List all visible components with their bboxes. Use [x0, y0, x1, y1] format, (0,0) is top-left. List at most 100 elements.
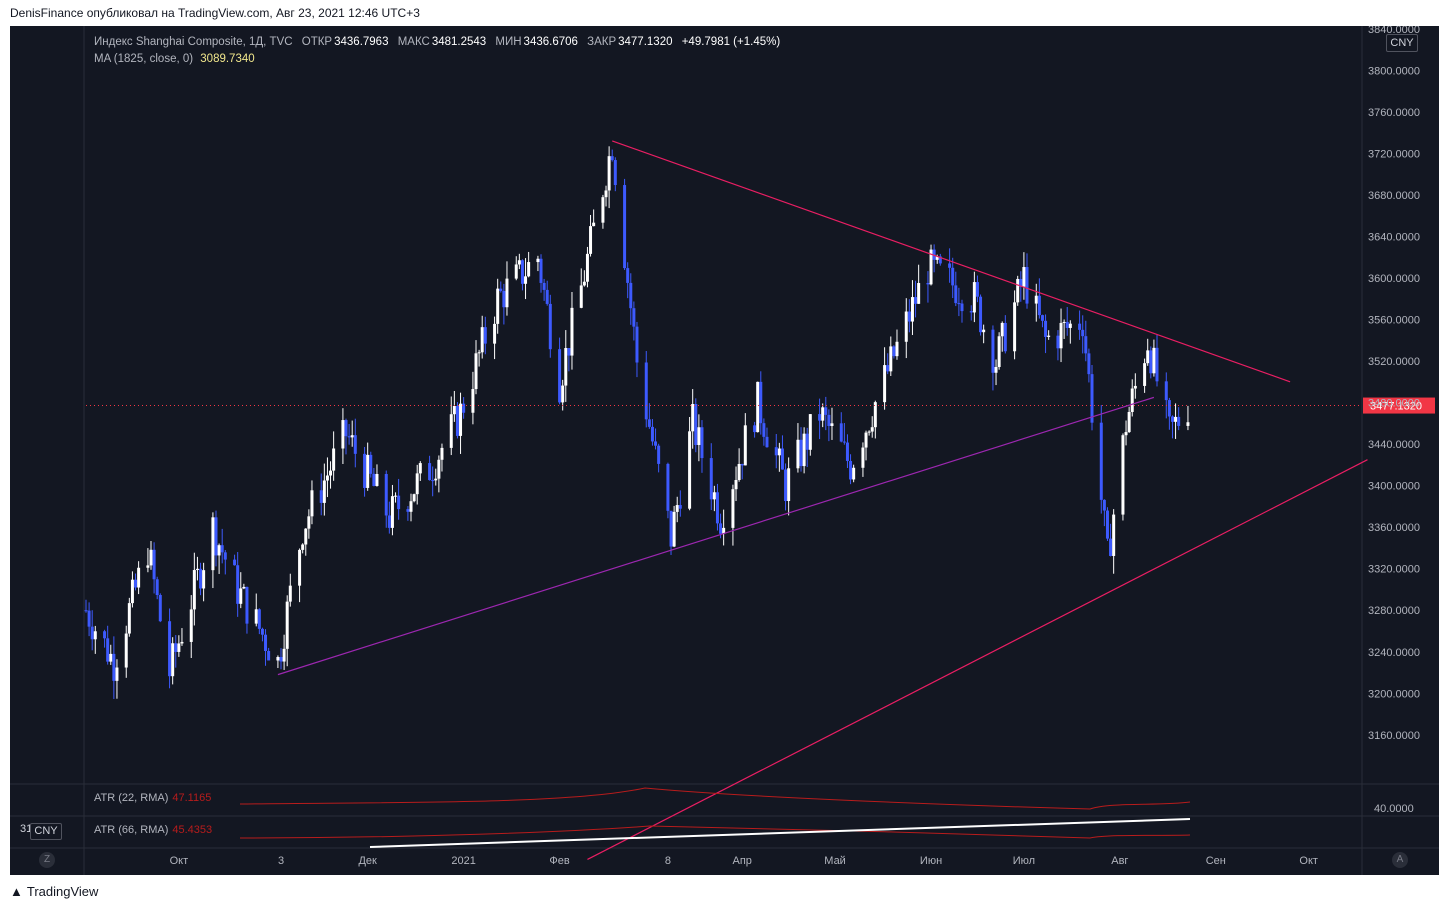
- candle-body: [694, 403, 698, 445]
- candle-body: [672, 511, 676, 547]
- resistance-trendline[interactable]: [612, 140, 1291, 383]
- candle-body: [390, 496, 394, 528]
- candle-body: [195, 568, 199, 571]
- candle-body: [174, 643, 178, 652]
- atr66-legend[interactable]: ATR (66, RMA) 45.4353: [94, 824, 212, 836]
- candle-body: [960, 303, 964, 312]
- candle-body: [542, 282, 546, 290]
- price-tick-label: 3760.0000: [1368, 107, 1420, 119]
- candle-body: [459, 403, 463, 436]
- candle-body: [310, 490, 314, 517]
- candle-body: [1034, 295, 1038, 304]
- candle-body: [954, 285, 958, 304]
- candle-body: [787, 468, 791, 502]
- candle-body: [279, 657, 283, 662]
- currency-button-left[interactable]: CNY: [30, 823, 62, 840]
- candle-body: [666, 463, 670, 511]
- candle-body: [558, 349, 562, 403]
- atr22-legend[interactable]: ATR (22, RMA) 47.1165: [94, 792, 211, 804]
- candle-body: [1130, 388, 1134, 412]
- candle-body: [325, 475, 329, 481]
- candle-body: [743, 425, 747, 466]
- candle-body: [802, 433, 806, 467]
- candle-body: [397, 495, 401, 510]
- candle-body: [827, 414, 831, 426]
- candle-body: [452, 405, 456, 415]
- lower-channel-trendline[interactable]: [587, 459, 1368, 860]
- candle-body: [839, 423, 843, 442]
- candle-body: [570, 307, 574, 356]
- ma-label[interactable]: MA (1825, close, 0): [94, 53, 194, 65]
- candle-body: [171, 643, 175, 677]
- candle-body: [1068, 323, 1072, 328]
- candle-body: [1081, 329, 1085, 337]
- auto-scale-button[interactable]: A: [1392, 852, 1408, 868]
- candle-body: [657, 445, 661, 464]
- candle-body: [675, 505, 679, 512]
- candle-body: [585, 253, 589, 282]
- candle-body: [322, 480, 326, 503]
- candle-body: [177, 643, 181, 652]
- candle-body: [189, 609, 193, 642]
- atr66-value: 45.4353: [172, 824, 213, 836]
- candle-body: [1127, 411, 1131, 433]
- candle-body: [301, 544, 305, 550]
- candle-body: [709, 458, 713, 500]
- ma-value: 3089.7340: [200, 53, 255, 65]
- candle-body: [375, 473, 379, 486]
- candle-body: [84, 610, 88, 612]
- support-trendline[interactable]: [277, 396, 1155, 676]
- candle-body: [678, 505, 682, 509]
- candle-body: [644, 362, 648, 420]
- candle-body: [712, 492, 716, 500]
- time-tick-label: Окт: [170, 855, 189, 867]
- zoom-button[interactable]: Z: [39, 852, 55, 868]
- candle-body: [217, 545, 221, 556]
- price-axis[interactable]: 3840.0000 3800.0000 3760.0000 3720.0000 3680…: [1368, 26, 1420, 742]
- candle-body: [969, 311, 973, 313]
- symbol-name[interactable]: Индекс Shanghai Composite, 1Д, TVC: [94, 36, 293, 48]
- candle-body: [904, 311, 908, 342]
- price-tick-label: 3680.0000: [1368, 190, 1420, 202]
- candle-body: [109, 653, 113, 662]
- candle-body: [1019, 278, 1023, 287]
- tradingview-logo-icon[interactable]: ▲: [10, 884, 23, 899]
- currency-button[interactable]: CNY: [1386, 34, 1418, 52]
- candle-body: [223, 552, 227, 560]
- candle-body: [239, 588, 243, 604]
- footer-brand[interactable]: TradingView: [26, 884, 99, 899]
- candle-body: [784, 469, 788, 502]
- candle-body: [137, 567, 141, 588]
- high-label: МАКС: [397, 36, 430, 48]
- candle-body: [474, 353, 478, 390]
- time-axis[interactable]: Окт 3 Дек 2021 Фев 8 Апр Май Июн Июл Авг Сен Окт: [170, 855, 1318, 867]
- chart-frame[interactable]: 3477.1320 3840.0000 3800.0000 3760.0000 372…: [10, 26, 1439, 875]
- candle-body: [211, 517, 215, 571]
- candle-body: [437, 459, 441, 479]
- candle-body: [824, 407, 828, 415]
- candle-body: [106, 638, 110, 662]
- trend-drawings[interactable]: 3477.1320: [86, 140, 1435, 860]
- candle-body: [867, 431, 871, 433]
- candle-body: [1016, 278, 1020, 303]
- candle-body: [344, 420, 348, 437]
- candle-body: [1087, 353, 1091, 375]
- candle-body: [650, 426, 654, 442]
- candle-body: [582, 281, 586, 286]
- candle-body: [654, 441, 658, 446]
- time-tick-label: Сен: [1206, 855, 1226, 867]
- candle-body: [1164, 381, 1168, 401]
- candle-body: [134, 579, 138, 588]
- chart-canvas[interactable]: 3477.1320 3840.00003800.00003760.0000372…: [10, 26, 1439, 875]
- candle-body: [759, 381, 763, 424]
- candle-body: [288, 585, 292, 602]
- candle-body: [1143, 363, 1147, 386]
- candle-body: [412, 494, 416, 502]
- candle-body: [428, 463, 432, 481]
- candle-body: [632, 308, 636, 327]
- candle-body: [762, 423, 766, 437]
- candle-body: [1109, 538, 1113, 556]
- time-tick-label: Фев: [549, 855, 569, 867]
- low-label: МИН: [495, 36, 522, 48]
- candle-body: [202, 570, 206, 589]
